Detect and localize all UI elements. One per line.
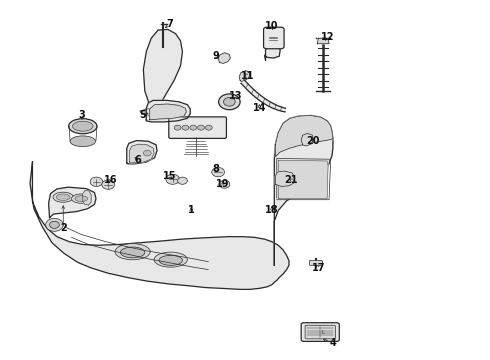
Text: 2: 2 [60, 224, 67, 233]
Ellipse shape [53, 192, 74, 202]
Text: 8: 8 [212, 164, 219, 174]
Polygon shape [49, 187, 96, 218]
Text: 20: 20 [307, 136, 320, 145]
Circle shape [182, 125, 189, 130]
Polygon shape [278, 160, 328, 199]
Text: 12: 12 [321, 32, 335, 41]
FancyBboxPatch shape [264, 27, 284, 49]
Ellipse shape [56, 194, 70, 201]
Text: 10: 10 [265, 21, 279, 31]
Ellipse shape [75, 196, 88, 202]
Text: 19: 19 [216, 179, 230, 189]
Text: L: L [321, 329, 325, 334]
Circle shape [212, 167, 224, 177]
Text: 1: 1 [188, 206, 195, 216]
Polygon shape [301, 134, 314, 146]
Ellipse shape [73, 121, 93, 131]
Text: 5: 5 [139, 111, 146, 121]
Text: 16: 16 [104, 175, 118, 185]
Ellipse shape [159, 255, 182, 265]
Circle shape [177, 177, 187, 184]
Text: 11: 11 [241, 71, 254, 81]
Polygon shape [241, 80, 286, 112]
Text: 14: 14 [253, 103, 267, 113]
Polygon shape [150, 104, 186, 120]
Polygon shape [318, 39, 329, 44]
Polygon shape [147, 100, 190, 122]
Text: 17: 17 [312, 263, 325, 273]
Ellipse shape [69, 119, 97, 134]
Polygon shape [30, 162, 289, 289]
Circle shape [205, 125, 212, 130]
Text: 13: 13 [228, 91, 242, 101]
Text: 9: 9 [212, 51, 219, 61]
Polygon shape [239, 71, 250, 81]
FancyBboxPatch shape [310, 260, 322, 265]
Text: 7: 7 [166, 19, 172, 29]
Text: 3: 3 [78, 111, 85, 121]
Polygon shape [140, 108, 185, 116]
Circle shape [174, 125, 181, 130]
Circle shape [144, 150, 151, 156]
Circle shape [49, 221, 59, 228]
Circle shape [90, 177, 103, 186]
Polygon shape [265, 43, 280, 60]
Circle shape [190, 125, 196, 130]
Polygon shape [83, 191, 91, 205]
Circle shape [219, 180, 230, 188]
Text: 15: 15 [163, 171, 176, 181]
Ellipse shape [154, 252, 187, 267]
Polygon shape [218, 53, 230, 63]
FancyBboxPatch shape [305, 325, 335, 339]
Polygon shape [127, 140, 157, 164]
Ellipse shape [70, 136, 96, 147]
Circle shape [219, 94, 240, 110]
Circle shape [197, 125, 204, 130]
Ellipse shape [121, 247, 145, 258]
Text: 21: 21 [285, 175, 298, 185]
Polygon shape [275, 116, 333, 157]
Polygon shape [275, 171, 295, 186]
Text: 6: 6 [134, 155, 141, 165]
Polygon shape [130, 144, 154, 163]
Text: 4: 4 [330, 338, 336, 348]
Ellipse shape [115, 244, 150, 260]
Circle shape [223, 98, 235, 106]
Text: 18: 18 [265, 206, 279, 216]
FancyBboxPatch shape [169, 117, 226, 138]
Polygon shape [144, 30, 182, 113]
Ellipse shape [72, 194, 91, 203]
Circle shape [46, 219, 63, 231]
Circle shape [102, 180, 115, 189]
FancyBboxPatch shape [301, 323, 339, 341]
Polygon shape [274, 116, 333, 265]
Circle shape [166, 174, 179, 184]
